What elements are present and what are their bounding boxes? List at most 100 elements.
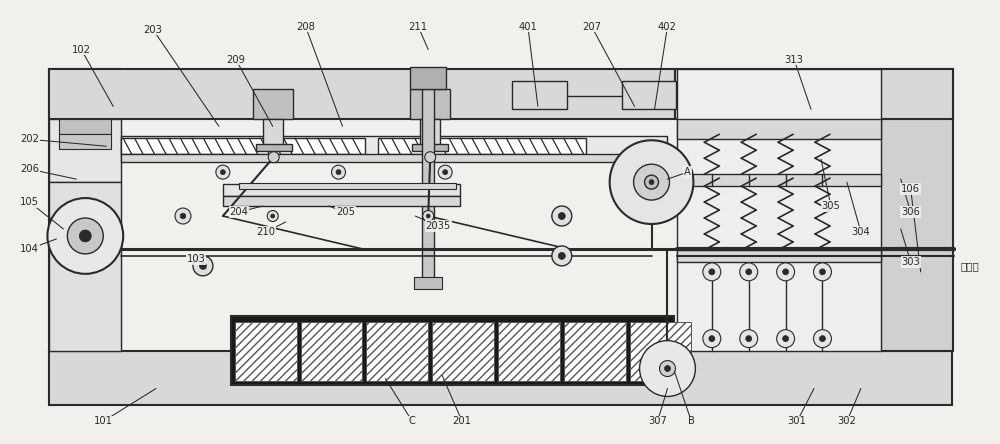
Text: 无纺布: 无纺布 [961,261,979,271]
Text: 204: 204 [229,207,248,217]
Text: B: B [688,416,695,426]
Circle shape [558,213,565,219]
Bar [49,119,121,182]
Circle shape [740,329,758,348]
Text: 105: 105 [20,197,39,207]
Circle shape [199,262,206,270]
Circle shape [67,218,103,254]
Bar [881,69,953,351]
Bar [422,89,434,279]
Circle shape [438,165,452,179]
Circle shape [709,336,715,341]
Bar [677,250,881,262]
Text: 206: 206 [20,164,39,174]
Circle shape [640,341,695,396]
Text: 101: 101 [94,416,113,426]
Circle shape [783,269,789,275]
Text: 211: 211 [409,22,428,32]
Circle shape [552,246,572,266]
Circle shape [664,365,670,372]
Circle shape [645,175,659,189]
Bar [378,138,586,154]
Bar [655,347,680,381]
Circle shape [819,336,825,341]
Circle shape [332,165,345,179]
Circle shape [336,170,341,174]
Text: 205: 205 [336,207,355,217]
Circle shape [180,213,186,219]
Text: 209: 209 [226,55,245,64]
Bar [59,134,111,149]
Text: 210: 210 [256,227,275,237]
Bar [677,69,881,351]
Bar [49,351,952,405]
Text: 304: 304 [851,227,870,237]
Circle shape [443,170,448,174]
Text: 106: 106 [901,184,920,194]
Text: 305: 305 [822,201,840,211]
Bar [223,196,460,206]
Bar [256,144,292,151]
Bar [410,89,450,119]
Circle shape [703,263,721,281]
Circle shape [271,214,275,218]
Circle shape [814,329,831,348]
Bar [49,69,121,351]
Text: 402: 402 [658,22,677,32]
Text: 401: 401 [518,22,537,32]
Circle shape [610,140,693,224]
Circle shape [425,152,436,163]
Bar [675,69,953,119]
Circle shape [552,206,572,226]
Bar [223,184,460,196]
Bar [49,69,675,119]
Bar [512,81,567,109]
Circle shape [193,256,213,276]
Circle shape [649,180,654,185]
Circle shape [79,230,91,242]
Bar [253,89,293,119]
Bar [231,316,674,385]
Bar [432,322,494,381]
Text: C: C [409,416,416,426]
Bar [239,183,456,189]
Text: A: A [684,167,691,177]
Bar [628,166,677,196]
Circle shape [777,329,795,348]
Circle shape [47,198,123,274]
Bar [414,277,442,289]
Circle shape [783,336,789,341]
Circle shape [819,269,825,275]
Text: 104: 104 [20,244,39,254]
Circle shape [216,165,230,179]
Bar [301,322,362,381]
Text: 307: 307 [648,416,667,426]
Circle shape [426,214,430,218]
Bar [659,377,675,388]
Bar [564,322,626,381]
Text: 203: 203 [144,24,163,35]
Circle shape [746,269,752,275]
Circle shape [220,170,225,174]
Bar [121,136,667,156]
Text: 201: 201 [453,416,472,426]
Text: 306: 306 [901,207,920,217]
Bar [235,322,297,381]
Bar [420,119,440,146]
Bar [366,322,428,381]
Circle shape [558,252,565,259]
Bar [677,174,881,186]
Circle shape [746,336,752,341]
Bar [59,119,111,134]
Text: 103: 103 [187,254,205,264]
Circle shape [423,210,434,222]
Bar [498,322,560,381]
Circle shape [814,263,831,281]
Circle shape [709,269,715,275]
Text: 207: 207 [582,22,601,32]
Text: 313: 313 [785,55,804,64]
Bar [49,182,121,351]
Bar [410,67,446,89]
Circle shape [659,361,675,377]
Circle shape [777,263,795,281]
